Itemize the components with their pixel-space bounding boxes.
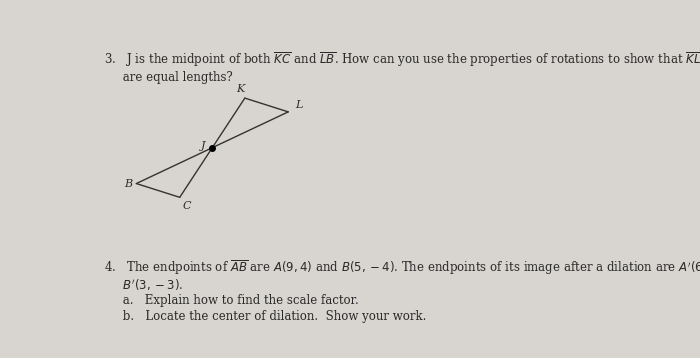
Text: K: K [237,84,244,94]
Text: 4.   The endpoints of $\overline{AB}$ are $A(9, 4)$ and $B(5, -4)$. The endpoint: 4. The endpoints of $\overline{AB}$ are … [104,258,700,277]
Text: $B'(3, -3)$.: $B'(3, -3)$. [104,278,183,293]
Text: J: J [202,141,206,151]
Text: 3.   J is the midpoint of both $\overline{KC}$ and $\overline{LB}$. How can you : 3. J is the midpoint of both $\overline{… [104,50,700,69]
Text: b.   Locate the center of dilation.  Show your work.: b. Locate the center of dilation. Show y… [104,310,426,323]
Text: a.   Explain how to find the scale factor.: a. Explain how to find the scale factor. [104,294,358,307]
Text: are equal lengths?: are equal lengths? [104,71,232,83]
Text: B: B [124,179,132,189]
Text: C: C [182,200,190,211]
Text: L: L [295,100,302,110]
